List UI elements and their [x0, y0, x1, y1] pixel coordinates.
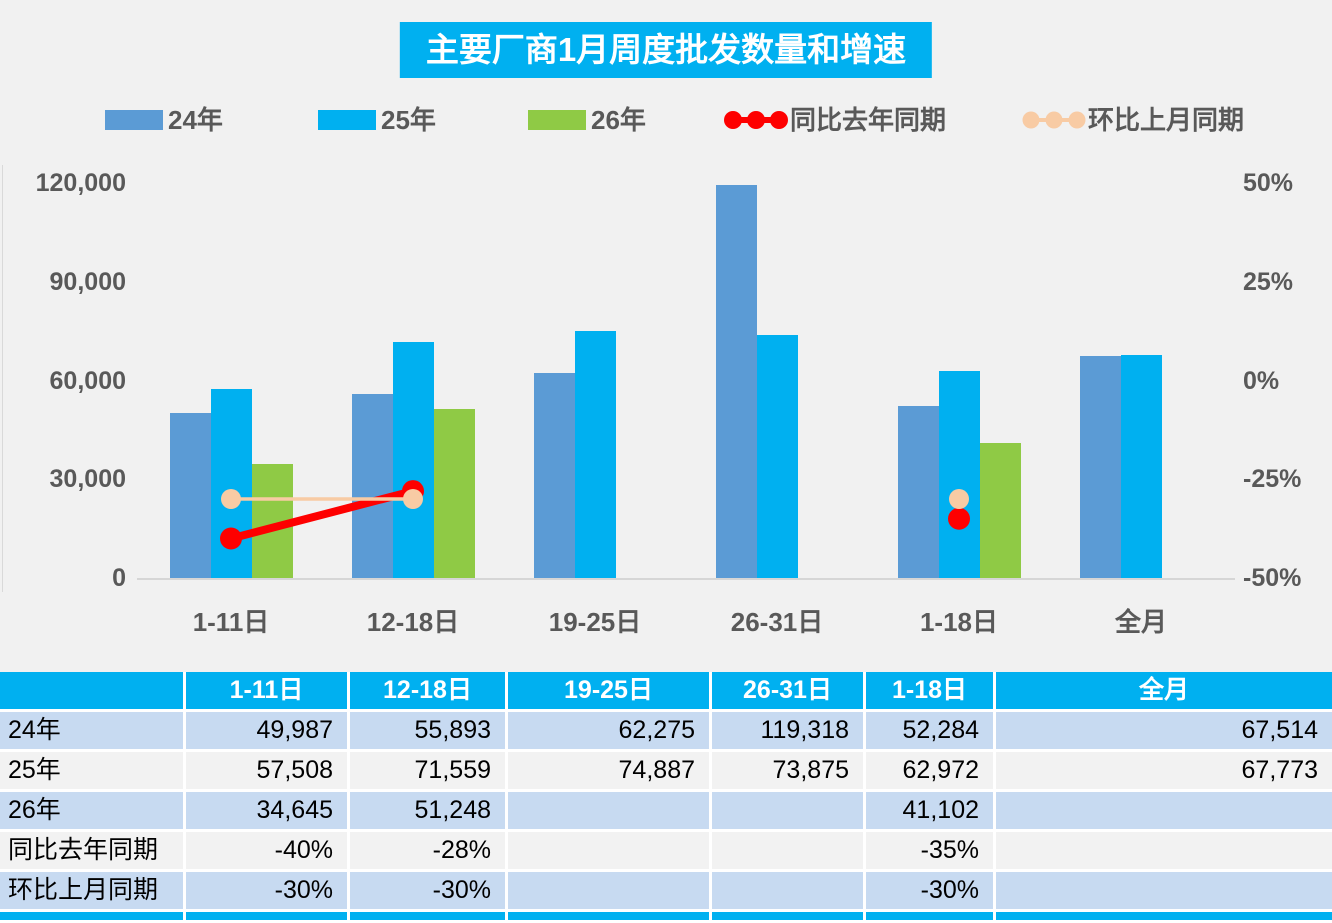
- table-row-label-1: 25年: [0, 752, 183, 789]
- table-row-label-2: 26年: [0, 792, 183, 829]
- bar-26年-1-18日: [979, 442, 1021, 578]
- table-cell-r4-c3: [712, 872, 863, 909]
- table-cell-r0-c4: 52,284: [866, 712, 993, 749]
- table-cell-r4-c1: -30%: [350, 872, 505, 909]
- table-cell-r0-c1: 55,893: [350, 712, 505, 749]
- table-header-cell-5: 1-18日: [866, 672, 993, 709]
- left-axis-tick-3: 30,000: [49, 465, 126, 494]
- x-label-3: 26-31日: [730, 607, 824, 637]
- table-cell-r4-c5: [996, 872, 1332, 909]
- x-axis-line: [137, 578, 1235, 580]
- right-axis-tick-1: 25%: [1243, 267, 1294, 296]
- table-bottom-strip-2: [350, 912, 505, 920]
- x-label-2: 19-25日: [548, 607, 642, 637]
- bar-24年-1-11日: [169, 413, 211, 578]
- bar-24年-19-25日: [533, 373, 575, 578]
- legend-item-label: 环比上月同期: [1088, 105, 1245, 135]
- table-bottom-strip-1: [186, 912, 347, 920]
- bar-24年-26-31日: [715, 185, 757, 578]
- bar-24年-全月: [1079, 355, 1121, 578]
- table-cell-r3-c2: [508, 832, 709, 869]
- table-cell-r1-c0: 57,508: [186, 752, 347, 789]
- table-header-cell-4: 26-31日: [712, 672, 863, 709]
- table-row-label-4: 环比上月同期: [0, 872, 183, 909]
- table-bottom-strip-5: [866, 912, 993, 920]
- plot-left-border: [2, 165, 3, 592]
- table-cell-r2-c0: 34,645: [186, 792, 347, 829]
- bar-24年-1-18日: [897, 405, 939, 578]
- legend-item-label: 同比去年同期: [790, 105, 947, 135]
- right-axis-tick-4: -50%: [1243, 564, 1302, 592]
- table-cell-r3-c0: -40%: [186, 832, 347, 869]
- legend-bar-swatch-icon: [105, 110, 163, 130]
- table-cell-r4-c0: -30%: [186, 872, 347, 909]
- x-label-0: 1-11日: [192, 607, 270, 637]
- bar-26年-1-11日: [251, 463, 293, 578]
- left-axis-tick-0: 120,000: [35, 169, 126, 197]
- left-axis-tick-4: 0: [112, 564, 126, 592]
- x-label-4: 1-18日: [919, 607, 999, 637]
- table-cell-r4-c2: [508, 872, 709, 909]
- bar-25年-1-18日: [938, 370, 980, 578]
- legend-bar-swatch-icon: [528, 110, 586, 130]
- table-cell-r0-c0: 49,987: [186, 712, 347, 749]
- legend-line-swatch-icon: [1022, 111, 1086, 129]
- right-axis-tick-2: 0%: [1243, 366, 1280, 395]
- table-cell-r2-c5: [996, 792, 1332, 829]
- bar-25年-12-18日: [392, 342, 434, 578]
- table-cell-r1-c3: 73,875: [712, 752, 863, 789]
- x-label-1: 12-18日: [366, 607, 460, 637]
- bar-25年-19-25日: [574, 331, 616, 578]
- table-cell-r3-c1: -28%: [350, 832, 505, 869]
- table-cell-r3-c4: -35%: [866, 832, 993, 869]
- x-label-5: 全月: [1114, 607, 1167, 637]
- chart-title: 主要厂商1月周度批发数量和增速: [399, 22, 933, 78]
- table-cell-r1-c2: 74,887: [508, 752, 709, 789]
- table-header-cell-0: [0, 672, 183, 709]
- right-axis-tick-3: -25%: [1243, 465, 1302, 494]
- table-row-label-0: 24年: [0, 712, 183, 749]
- bar-26年-12-18日: [433, 409, 475, 578]
- table-row-label-3: 同比去年同期: [0, 832, 183, 869]
- legend-item-label: 25年: [381, 105, 436, 135]
- table-cell-r0-c2: 62,275: [508, 712, 709, 749]
- table-cell-r0-c3: 119,318: [712, 712, 863, 749]
- bar-24年-12-18日: [351, 394, 393, 578]
- data-table: 1-11日 12-18日 19-25日 26-31日 1-18日 全月 24年 49,987 5…: [0, 672, 1332, 923]
- right-axis-tick-0: 50%: [1243, 169, 1294, 197]
- table-header-cell-6: 全月: [996, 672, 1332, 709]
- bar-25年-1-11日: [210, 388, 252, 578]
- table-cell-r2-c4: 41,102: [866, 792, 993, 829]
- table-cell-r2-c3: [712, 792, 863, 829]
- left-axis-tick-2: 60,000: [49, 366, 126, 395]
- table-cell-r3-c3: [712, 832, 863, 869]
- table-cell-r2-c1: 51,248: [350, 792, 505, 829]
- table-header-cell-2: 12-18日: [350, 672, 505, 709]
- bar-25年-26-31日: [756, 334, 798, 578]
- table-header-cell-1: 1-11日: [186, 672, 347, 709]
- table-bottom-strip-6: [996, 912, 1332, 920]
- table-cell-r3-c5: [996, 832, 1332, 869]
- legend-line-swatch-icon: [724, 111, 788, 129]
- table-cell-r1-c5: 67,773: [996, 752, 1332, 789]
- table-cell-r0-c5: 67,514: [996, 712, 1332, 749]
- table-cell-r4-c4: -30%: [866, 872, 993, 909]
- table-header-cell-3: 19-25日: [508, 672, 709, 709]
- left-axis-tick-1: 90,000: [49, 267, 126, 296]
- legend-item-label: 26年: [591, 105, 646, 135]
- legend-item-label: 24年: [168, 105, 223, 135]
- table-cell-r2-c2: [508, 792, 709, 829]
- table-bottom-strip-0: [0, 912, 183, 920]
- legend-bar-swatch-icon: [318, 110, 376, 130]
- bar-25年-全月: [1120, 354, 1162, 578]
- table-cell-r1-c1: 71,559: [350, 752, 505, 789]
- table-cell-r1-c4: 62,972: [866, 752, 993, 789]
- table-bottom-strip-4: [712, 912, 863, 920]
- table-bottom-strip-3: [508, 912, 709, 920]
